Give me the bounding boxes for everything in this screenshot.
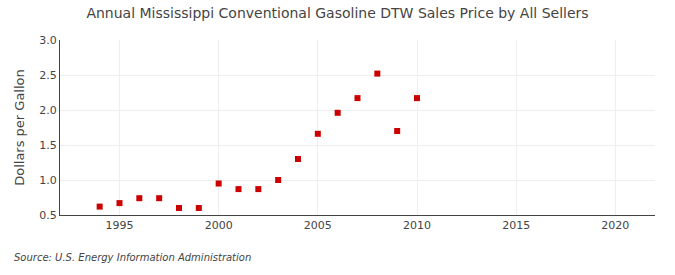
svg-text:2020: 2020 <box>601 219 629 232</box>
svg-text:3.0: 3.0 <box>39 34 57 47</box>
svg-text:2015: 2015 <box>502 219 530 232</box>
svg-text:Source: U.S. Energy Informatio: Source: U.S. Energy Information Administ… <box>14 252 251 263</box>
svg-text:0.5: 0.5 <box>39 209 57 222</box>
svg-text:2005: 2005 <box>304 219 332 232</box>
svg-text:1.5: 1.5 <box>39 139 57 152</box>
svg-text:2010: 2010 <box>403 219 431 232</box>
svg-text:1.0: 1.0 <box>39 174 57 187</box>
svg-text:2000: 2000 <box>205 219 233 232</box>
svg-text:2.5: 2.5 <box>39 69 57 82</box>
svg-text:1995: 1995 <box>106 219 134 232</box>
svg-text:Dollars per Gallon: Dollars per Gallon <box>12 69 27 186</box>
svg-text:Annual Mississippi Conventiona: Annual Mississippi Conventional Gasoline… <box>86 5 588 21</box>
svg-text:2.0: 2.0 <box>39 104 57 117</box>
